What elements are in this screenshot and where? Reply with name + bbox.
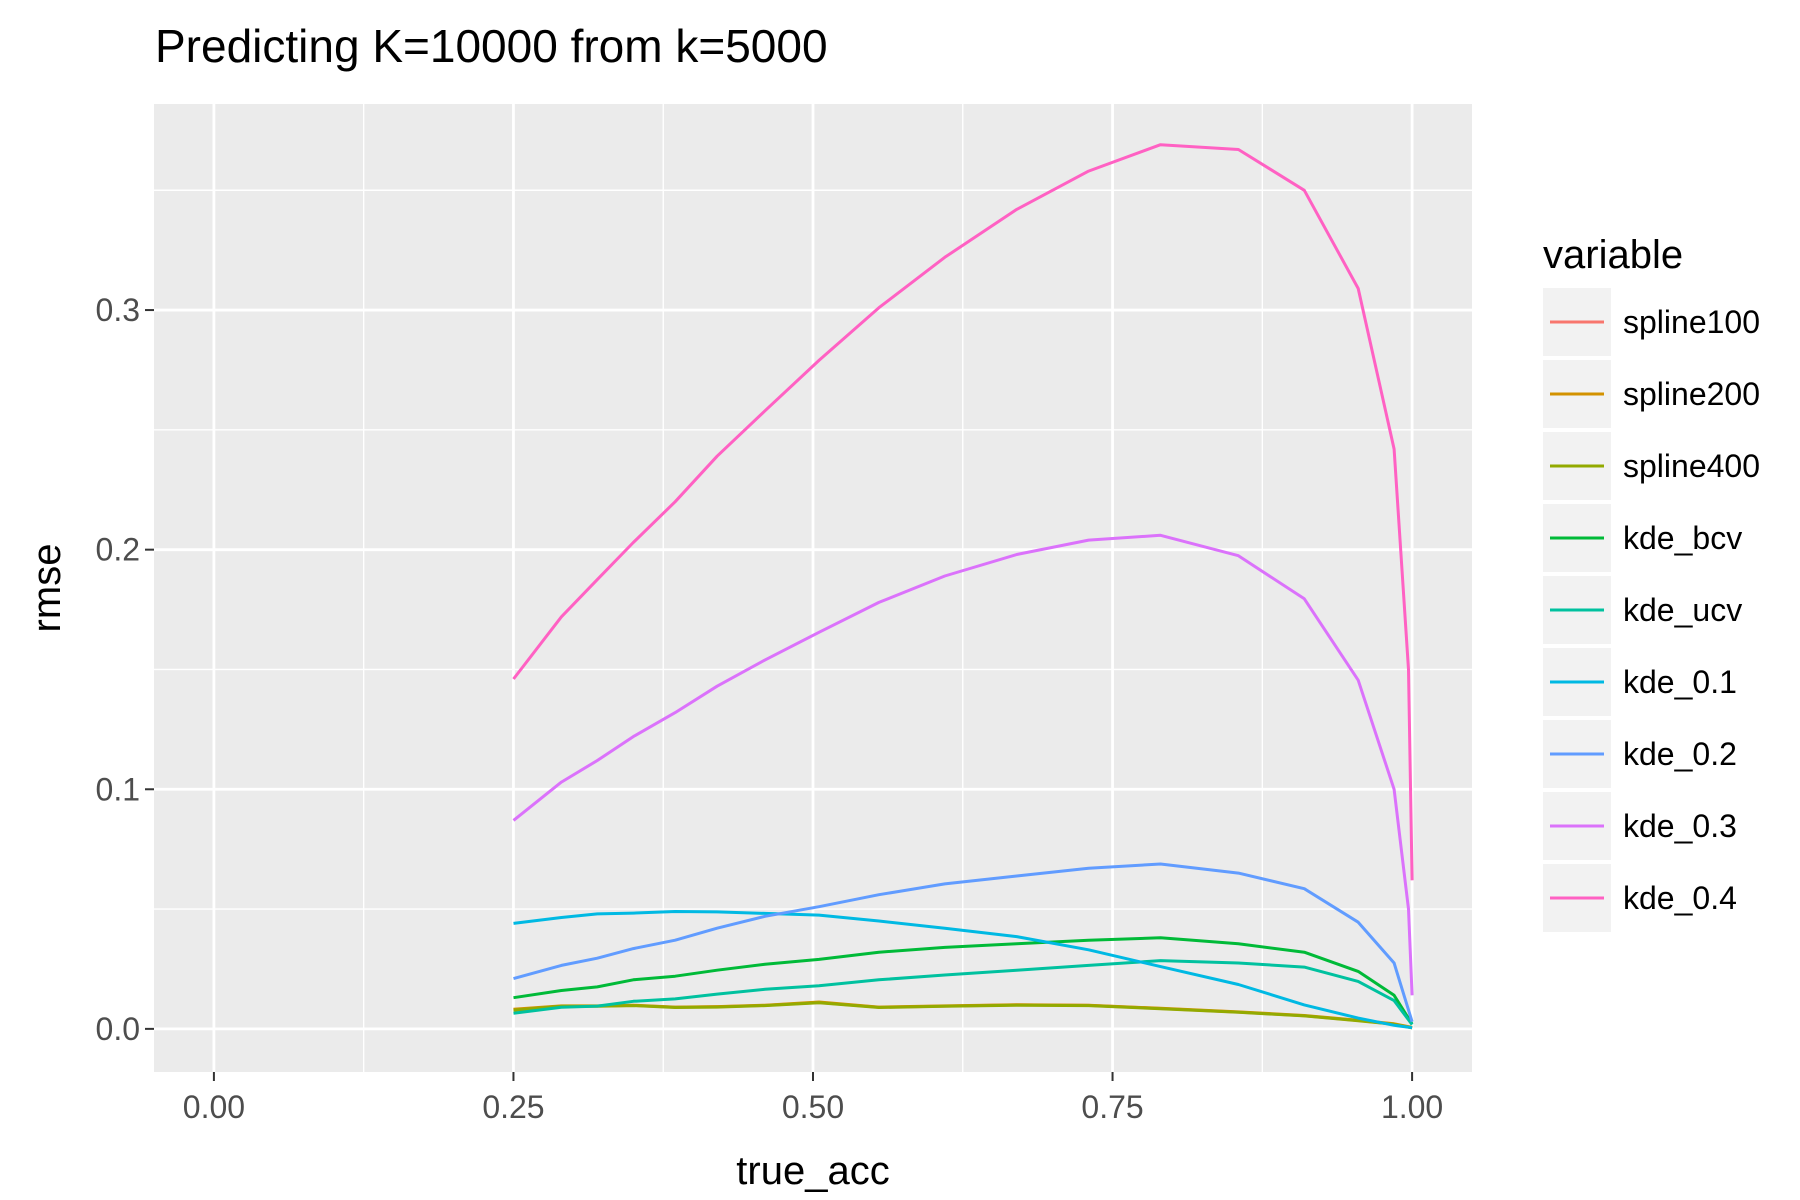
series-line-kde-ucv xyxy=(513,959,1414,1026)
series-lines xyxy=(512,143,1414,1030)
x-tick-label: 0.00 xyxy=(183,1089,245,1125)
x-tick-label: 0.75 xyxy=(1081,1089,1143,1125)
chart-title: Predicting K=10000 from k=5000 xyxy=(155,20,828,72)
legend-item: spline400 xyxy=(1543,432,1760,500)
y-axis-ticks: 0.0 0.1 0.2 0.3 xyxy=(96,292,154,1047)
legend: spline100 spline200 spline400 kde_bcv kde_uc… xyxy=(1543,288,1760,932)
y-tick-label: 0.0 xyxy=(96,1011,140,1047)
y-tick-label: 0.2 xyxy=(96,532,140,568)
legend-item: kde_0.1 xyxy=(1543,648,1737,716)
series-line-kde-0-1 xyxy=(513,910,1413,1030)
legend-label: kde_ucv xyxy=(1623,592,1742,628)
legend-label: kde_0.4 xyxy=(1623,880,1737,916)
legend-label: kde_0.3 xyxy=(1623,808,1737,844)
x-axis-ticks: 0.00 0.25 0.50 0.75 1.00 xyxy=(183,1072,1443,1125)
series-line-kde-bcv xyxy=(513,936,1414,1025)
legend-label: spline400 xyxy=(1623,448,1760,484)
legend-item: kde_0.2 xyxy=(1543,720,1737,788)
legend-item: kde_bcv xyxy=(1543,504,1742,572)
legend-item: spline200 xyxy=(1543,360,1760,428)
legend-item: kde_ucv xyxy=(1543,576,1742,644)
legend-label: kde_bcv xyxy=(1623,520,1742,556)
legend-item: kde_0.4 xyxy=(1543,864,1737,932)
legend-label: kde_0.1 xyxy=(1623,664,1737,700)
legend-item: kde_0.3 xyxy=(1543,792,1737,860)
x-tick-label: 0.50 xyxy=(782,1089,844,1125)
legend-label: spline200 xyxy=(1623,376,1760,412)
legend-title: variable xyxy=(1543,233,1683,277)
legend-label: kde_0.2 xyxy=(1623,736,1737,772)
y-tick-label: 0.1 xyxy=(96,771,140,807)
x-tick-label: 0.25 xyxy=(482,1089,544,1125)
y-tick-label: 0.3 xyxy=(96,292,140,328)
legend-item: spline100 xyxy=(1543,288,1760,356)
grid-major xyxy=(154,104,1472,1072)
y-axis-label: rmse xyxy=(25,544,69,633)
x-tick-label: 1.00 xyxy=(1381,1089,1443,1125)
series-line-spline400 xyxy=(513,1001,1413,1030)
series-line-kde-0-4 xyxy=(512,143,1414,881)
legend-label: spline100 xyxy=(1623,304,1760,340)
x-axis-label: true_acc xyxy=(736,1149,889,1193)
series-line-kde-0-3 xyxy=(512,533,1414,996)
series-line-kde-0-2 xyxy=(513,862,1414,1023)
